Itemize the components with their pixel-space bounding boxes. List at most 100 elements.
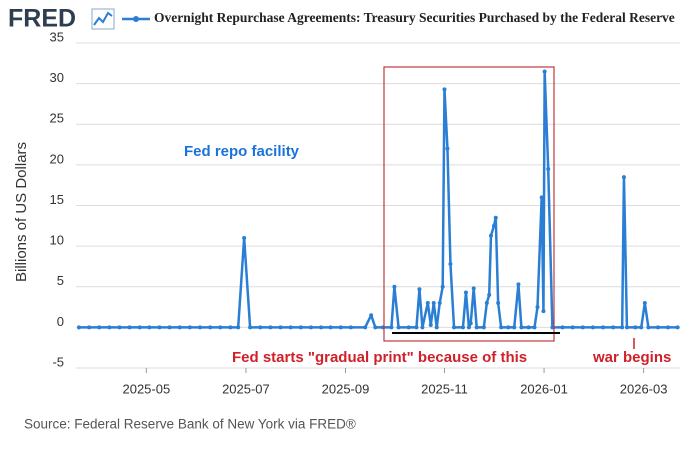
- point: [248, 325, 253, 330]
- point: [442, 87, 447, 92]
- point: [363, 325, 368, 330]
- point: [474, 325, 479, 330]
- y-tick-label: 15: [50, 192, 64, 207]
- point: [580, 325, 585, 330]
- point: [466, 325, 471, 330]
- point: [440, 284, 445, 289]
- point: [499, 325, 504, 330]
- point: [389, 325, 394, 330]
- x-tick-label: 2025-11: [421, 381, 468, 396]
- point: [532, 325, 537, 330]
- point: [471, 286, 476, 291]
- point: [481, 325, 486, 330]
- y-axis-label: Billions of US Dollars: [13, 142, 30, 282]
- point: [328, 325, 333, 330]
- point: [107, 325, 112, 330]
- point: [448, 262, 453, 266]
- point: [506, 325, 511, 330]
- point: [621, 175, 626, 180]
- annotation: Fed repo facility: [184, 143, 300, 160]
- legend-marker: [133, 16, 139, 22]
- point: [620, 325, 625, 330]
- point: [570, 325, 575, 330]
- point: [236, 325, 241, 330]
- point: [278, 325, 283, 330]
- point: [157, 325, 162, 330]
- point: [298, 325, 303, 330]
- point: [639, 325, 644, 330]
- point: [319, 325, 324, 330]
- point: [487, 292, 492, 297]
- point: [484, 301, 489, 305]
- point: [601, 325, 606, 330]
- point: [177, 325, 182, 330]
- point: [127, 325, 132, 330]
- point: [542, 69, 547, 74]
- point: [633, 325, 638, 330]
- point: [560, 325, 565, 330]
- point: [97, 325, 102, 330]
- point: [373, 325, 378, 330]
- point: [539, 195, 544, 200]
- y-tick-label: 5: [57, 273, 64, 288]
- annotation: Fed starts "gradual print" because of th…: [232, 349, 527, 366]
- point: [624, 325, 629, 330]
- point: [488, 233, 493, 238]
- y-tick-label: 10: [50, 233, 64, 248]
- point: [493, 215, 498, 220]
- point: [258, 325, 263, 330]
- y-tick-label: 30: [50, 70, 64, 85]
- point: [417, 287, 422, 292]
- point: [187, 325, 192, 330]
- point: [434, 325, 439, 330]
- point: [611, 325, 616, 330]
- point: [167, 325, 172, 330]
- point: [268, 325, 273, 330]
- point: [392, 284, 397, 289]
- logo-icon: [91, 8, 115, 30]
- point: [208, 325, 213, 330]
- point: [512, 325, 517, 330]
- legend-label: Overnight Repurchase Agreements: Treasur…: [154, 10, 675, 25]
- point: [452, 325, 457, 330]
- point: [414, 325, 419, 330]
- logo: FRED: [8, 5, 76, 33]
- x-tick-label: 2025-09: [322, 381, 370, 396]
- point: [308, 325, 313, 330]
- x-tick-label: 2026-01: [520, 381, 568, 396]
- point: [535, 305, 540, 310]
- point: [137, 325, 142, 330]
- point: [348, 325, 353, 330]
- point: [546, 166, 551, 171]
- point: [468, 321, 473, 326]
- point: [228, 325, 233, 330]
- point: [338, 325, 343, 330]
- y-tick-label: 0: [57, 314, 64, 329]
- point: [460, 325, 465, 330]
- annotation: war begins: [592, 349, 671, 366]
- point: [87, 325, 92, 330]
- y-tick-label: -5: [52, 354, 64, 369]
- plot: [76, 69, 680, 330]
- point: [445, 146, 450, 151]
- y-tick-label: 25: [50, 111, 64, 126]
- x-tick-label: 2026-03: [620, 381, 668, 396]
- highlight-box: [383, 66, 555, 342]
- point: [198, 325, 203, 330]
- point: [406, 325, 411, 330]
- x-tick-label: 2025-07: [222, 381, 270, 396]
- point: [491, 223, 496, 228]
- point: [147, 325, 152, 330]
- point: [425, 301, 430, 305]
- point: [519, 325, 524, 330]
- point: [218, 325, 223, 330]
- source: Source: Federal Reserve Bank of New York…: [24, 417, 356, 432]
- point: [437, 301, 442, 305]
- point: [590, 325, 595, 330]
- point: [463, 290, 468, 295]
- y-tick-label: 35: [50, 29, 64, 44]
- point: [288, 325, 293, 330]
